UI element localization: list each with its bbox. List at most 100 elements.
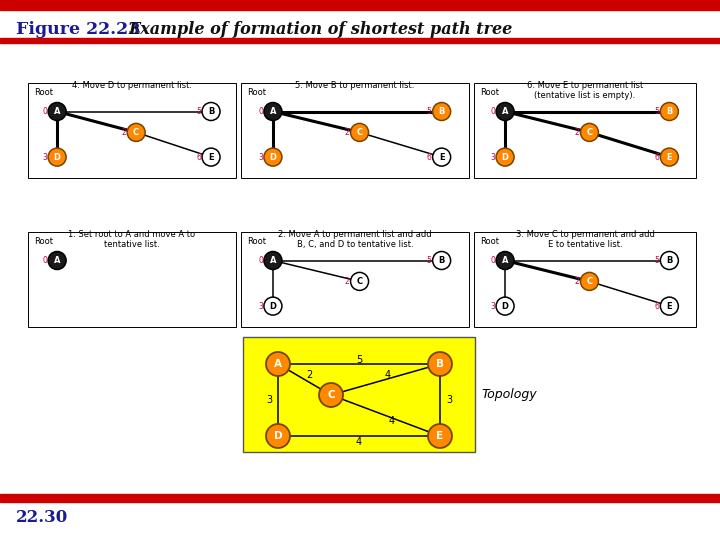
Circle shape — [319, 383, 343, 407]
Text: 6: 6 — [196, 153, 201, 161]
Text: 2: 2 — [345, 128, 350, 137]
Bar — [0, 0, 720, 10]
Text: 2: 2 — [307, 370, 312, 381]
Circle shape — [496, 252, 514, 269]
Text: Topology: Topology — [481, 388, 536, 401]
Text: Figure 22.23: Figure 22.23 — [16, 21, 140, 37]
Text: 3: 3 — [446, 395, 452, 405]
Circle shape — [266, 352, 290, 376]
Text: 5: 5 — [654, 107, 660, 116]
Bar — [474, 83, 696, 178]
Text: 6: 6 — [654, 153, 660, 161]
Circle shape — [433, 252, 451, 269]
Circle shape — [48, 148, 66, 166]
Text: C: C — [586, 128, 593, 137]
Text: A: A — [502, 256, 508, 265]
Text: A: A — [270, 107, 276, 116]
Text: C: C — [133, 128, 139, 137]
Circle shape — [351, 272, 369, 291]
Text: D: D — [502, 302, 508, 310]
Text: A: A — [274, 359, 282, 369]
Text: B: B — [436, 359, 444, 369]
Text: 6: 6 — [654, 302, 660, 310]
Text: B: B — [208, 107, 215, 116]
Text: 3: 3 — [42, 153, 47, 161]
Text: A: A — [270, 256, 276, 265]
Circle shape — [202, 148, 220, 166]
Bar — [28, 232, 236, 327]
Circle shape — [433, 148, 451, 166]
Text: C: C — [586, 277, 593, 286]
Circle shape — [127, 124, 145, 141]
Text: 0: 0 — [258, 107, 263, 116]
Text: E: E — [667, 302, 672, 310]
Bar — [0, 494, 720, 502]
Circle shape — [428, 352, 452, 376]
Text: D: D — [502, 153, 508, 161]
Text: Root: Root — [247, 237, 266, 246]
Text: 3: 3 — [266, 395, 272, 405]
Circle shape — [264, 252, 282, 269]
Circle shape — [496, 103, 514, 120]
Text: 5. Move B to permanent list.: 5. Move B to permanent list. — [295, 81, 415, 90]
Circle shape — [264, 148, 282, 166]
Text: D: D — [274, 431, 282, 441]
Text: 0: 0 — [258, 256, 263, 265]
Text: 4: 4 — [388, 415, 395, 426]
Bar — [241, 83, 469, 178]
Text: B: B — [438, 256, 445, 265]
Circle shape — [660, 297, 678, 315]
Text: 5: 5 — [427, 107, 432, 116]
Text: 0: 0 — [490, 256, 495, 265]
Text: 0: 0 — [42, 107, 47, 116]
Text: E: E — [208, 153, 214, 161]
Text: 5: 5 — [427, 256, 432, 265]
Text: D: D — [269, 302, 276, 310]
Text: 2: 2 — [345, 277, 350, 286]
Text: 4. Move D to permanent list.: 4. Move D to permanent list. — [72, 81, 192, 90]
Text: B: B — [666, 256, 672, 265]
Text: 5: 5 — [356, 355, 362, 365]
Circle shape — [266, 424, 290, 448]
Circle shape — [580, 272, 598, 291]
Circle shape — [433, 103, 451, 120]
Text: 4: 4 — [384, 369, 390, 380]
Text: E: E — [667, 153, 672, 161]
Bar — [28, 83, 236, 178]
Text: 4: 4 — [356, 437, 362, 447]
Bar — [243, 337, 475, 452]
Circle shape — [202, 103, 220, 120]
Text: 22.30: 22.30 — [16, 510, 68, 526]
Text: 6. Move E to permanent list
(tentative list is empty).: 6. Move E to permanent list (tentative l… — [527, 81, 643, 100]
Text: Root: Root — [247, 88, 266, 97]
Text: C: C — [356, 277, 363, 286]
Circle shape — [496, 297, 514, 315]
Text: 2: 2 — [575, 277, 580, 286]
Text: A: A — [54, 107, 60, 116]
Text: Example of formation of shortest path tree: Example of formation of shortest path tr… — [128, 21, 512, 37]
Text: 3. Move C to permanent and add
E to tentative list.: 3. Move C to permanent and add E to tent… — [516, 230, 654, 249]
Text: Root: Root — [480, 237, 499, 246]
Text: 3: 3 — [258, 153, 263, 161]
Circle shape — [660, 148, 678, 166]
Text: 2: 2 — [122, 128, 126, 137]
Text: Root: Root — [34, 237, 53, 246]
Text: C: C — [356, 128, 363, 137]
Text: Root: Root — [480, 88, 499, 97]
Circle shape — [48, 103, 66, 120]
Bar — [241, 232, 469, 327]
Text: 3: 3 — [490, 153, 495, 161]
Text: 2. Move A to permanent list and add
B, C, and D to tentative list.: 2. Move A to permanent list and add B, C… — [278, 230, 432, 249]
Text: C: C — [327, 390, 335, 400]
Circle shape — [48, 252, 66, 269]
Text: 0: 0 — [490, 107, 495, 116]
Text: D: D — [269, 153, 276, 161]
Text: 0: 0 — [42, 256, 47, 265]
Circle shape — [264, 297, 282, 315]
Bar — [474, 232, 696, 327]
Text: 1. Set root to A and move A to
tentative list.: 1. Set root to A and move A to tentative… — [68, 230, 196, 249]
Text: B: B — [666, 107, 672, 116]
Text: Root: Root — [34, 88, 53, 97]
Circle shape — [496, 148, 514, 166]
Text: 2: 2 — [575, 128, 580, 137]
